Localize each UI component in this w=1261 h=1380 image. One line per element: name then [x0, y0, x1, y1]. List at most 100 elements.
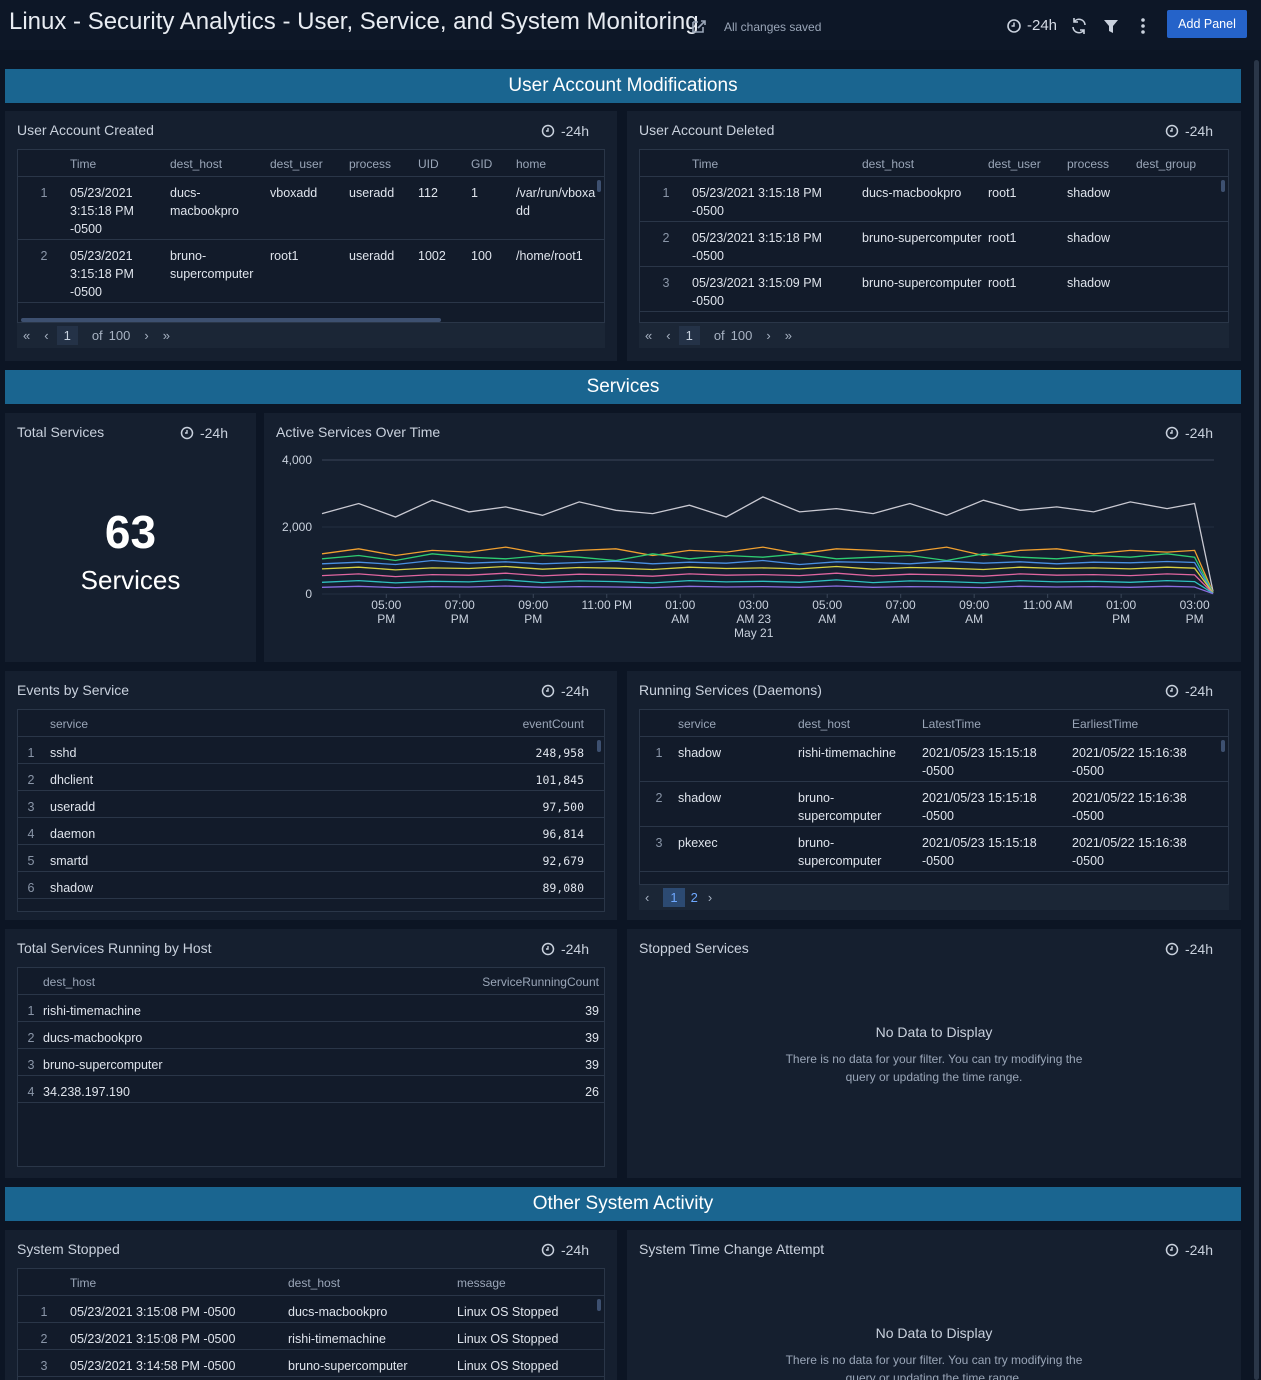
panel-time: -24h — [180, 425, 228, 441]
current-page[interactable]: 1 — [678, 326, 700, 345]
series-line — [321, 579, 1214, 594]
table-cell: useradd — [50, 800, 96, 814]
panel: Stopped Services -24h No Data to Display Th… — [627, 929, 1241, 1178]
table-cell: 92,679 — [542, 854, 584, 868]
page-link[interactable]: 1 — [663, 888, 685, 907]
time-range: -24h — [1184, 1242, 1213, 1258]
x-tick-label: 05:00 AM — [812, 598, 842, 626]
table-row: 1 05/23/2021 3:15:18 PM -0500 ducs-macbook… — [640, 177, 1228, 222]
panel-time: -24h — [541, 683, 589, 699]
x-tick-label: 01:00 AM — [665, 598, 695, 626]
column-header: dest_group — [1136, 157, 1197, 171]
y-tick-label: 4,000 — [282, 453, 312, 467]
table-body: 1 05/23/2021 3:15:18 PM -0500 ducs-macbook… — [640, 177, 1228, 323]
panel-title: System Time Change Attempt — [639, 1241, 825, 1257]
prev-page[interactable]: ‹ — [666, 328, 671, 343]
table-cell: dhclient — [50, 773, 94, 787]
table-cell: 89,080 — [542, 881, 584, 895]
chart-panel: Active Services Over Time -24h 0 2,000 4,0… — [264, 413, 1241, 662]
table-body: 1 rishi-timemachine 39 2 ducs-macbookpro 39 3 b… — [18, 995, 604, 1167]
table-cell: pkexec — [678, 836, 718, 850]
table-row: 1 shadow rishi-timemachine 2021/05/23 15:15… — [640, 737, 1228, 782]
table-cell: 05/23/2021 3:15:18 PM -0500 — [70, 249, 134, 299]
table-header: Time dest_host message — [18, 1269, 604, 1296]
panel: System Stopped -24h Time dest_host message 1 0… — [5, 1230, 617, 1380]
time-range: -24h — [1184, 941, 1213, 957]
time-range[interactable]: -24h — [1027, 17, 1058, 34]
table-cell: 96,814 — [542, 827, 584, 841]
panel-time: -24h — [541, 1242, 589, 1258]
share-icon[interactable] — [691, 18, 707, 34]
more-icon[interactable] — [1139, 17, 1147, 35]
total-pages: 100 — [730, 328, 753, 343]
time-range: -24h — [199, 425, 228, 441]
row-number: 2 — [655, 791, 663, 805]
row-number: 5 — [27, 854, 35, 868]
refresh-icon[interactable] — [1070, 17, 1088, 35]
total-pages: 100 — [108, 328, 131, 343]
row-number: 3 — [27, 800, 35, 814]
row-number: 3 — [27, 1058, 35, 1072]
table-row: 3 05/23/2021 3:15:09 PM -0500 bruno-superc… — [640, 267, 1228, 312]
scroll-thumb[interactable] — [597, 1299, 601, 1311]
page-scrollbar[interactable] — [1254, 60, 1259, 1380]
table-cell: 05/23/2021 3:15:18 PM -0500 — [692, 186, 822, 218]
table-cell: shadow — [678, 746, 722, 760]
row-number: 1 — [40, 186, 48, 200]
last-page[interactable]: » — [784, 328, 792, 343]
last-page[interactable]: » — [162, 328, 170, 343]
x-tick-label: 03:00 AM 23 May 21 — [734, 598, 774, 640]
time-range: -24h — [1184, 123, 1213, 139]
x-tick-label: 09:00 AM — [959, 598, 989, 626]
table-cell: vboxadd — [270, 186, 318, 200]
table-row: 5 smartd 92,679 — [18, 845, 604, 872]
column-header: service — [50, 717, 89, 731]
y-tick-label: 0 — [305, 587, 312, 601]
scroll-thumb[interactable] — [597, 740, 601, 752]
h-scroll-thumb[interactable] — [21, 318, 441, 322]
table-row: 3 bruno-supercomputer 39 — [18, 1049, 604, 1076]
scroll-thumb[interactable] — [597, 180, 601, 192]
first-page[interactable]: « — [23, 328, 31, 343]
of-label: of — [713, 328, 725, 343]
scroll-thumb[interactable] — [1221, 740, 1225, 752]
next-page[interactable]: › — [144, 328, 149, 343]
clock-icon — [541, 1243, 555, 1257]
clock-icon[interactable] — [1006, 18, 1022, 34]
current-page[interactable]: 1 — [56, 326, 78, 345]
first-page[interactable]: « — [645, 328, 653, 343]
column-header: process — [349, 157, 392, 171]
next-page[interactable]: › — [707, 890, 713, 905]
prev-page[interactable]: ‹ — [645, 890, 650, 905]
scroll-thumb[interactable] — [1221, 180, 1225, 192]
row-number: 3 — [655, 836, 663, 850]
panel-time: -24h — [1165, 941, 1213, 957]
table-cell: bruno-supercomputer — [798, 791, 882, 823]
panel-title: User Account Created — [17, 122, 154, 138]
column-header: EarliestTime — [1072, 717, 1139, 731]
row-number: 2 — [662, 231, 670, 245]
table-cell: bruno-supercomputer — [862, 276, 982, 290]
page-link[interactable]: 2 — [690, 890, 698, 905]
row-number: 1 — [27, 1004, 35, 1018]
clock-icon — [1165, 942, 1179, 956]
time-range: -24h — [1184, 425, 1213, 441]
table-row: 3 useradd 97,500 — [18, 791, 604, 818]
table-cell: 05/23/2021 3:14:58 PM -0500 — [70, 1359, 236, 1373]
panel: User Account Deleted -24h Time dest_host des… — [627, 111, 1241, 361]
column-header: Time — [692, 157, 719, 171]
prev-page[interactable]: ‹ — [44, 328, 49, 343]
table-cell: 101,845 — [535, 773, 584, 787]
next-page[interactable]: › — [766, 328, 771, 343]
filter-icon[interactable] — [1103, 18, 1119, 34]
add-panel-button[interactable]: Add Panel — [1167, 10, 1247, 38]
table: Time dest_host dest_user process dest_group 1… — [639, 149, 1229, 323]
section-banner: User Account Modifications — [5, 69, 1241, 103]
panel-title: Total Services — [17, 424, 105, 440]
table-cell: 05/23/2021 3:15:09 PM -0500 — [692, 276, 822, 308]
dashboard-title: Linux - Security Analytics - User, Servi… — [9, 8, 699, 35]
table-cell: 112 — [418, 186, 438, 200]
table-cell: /home/root1 — [516, 249, 583, 263]
table: Time dest_host message 1 05/23/2021 3:15:08 … — [17, 1268, 605, 1380]
